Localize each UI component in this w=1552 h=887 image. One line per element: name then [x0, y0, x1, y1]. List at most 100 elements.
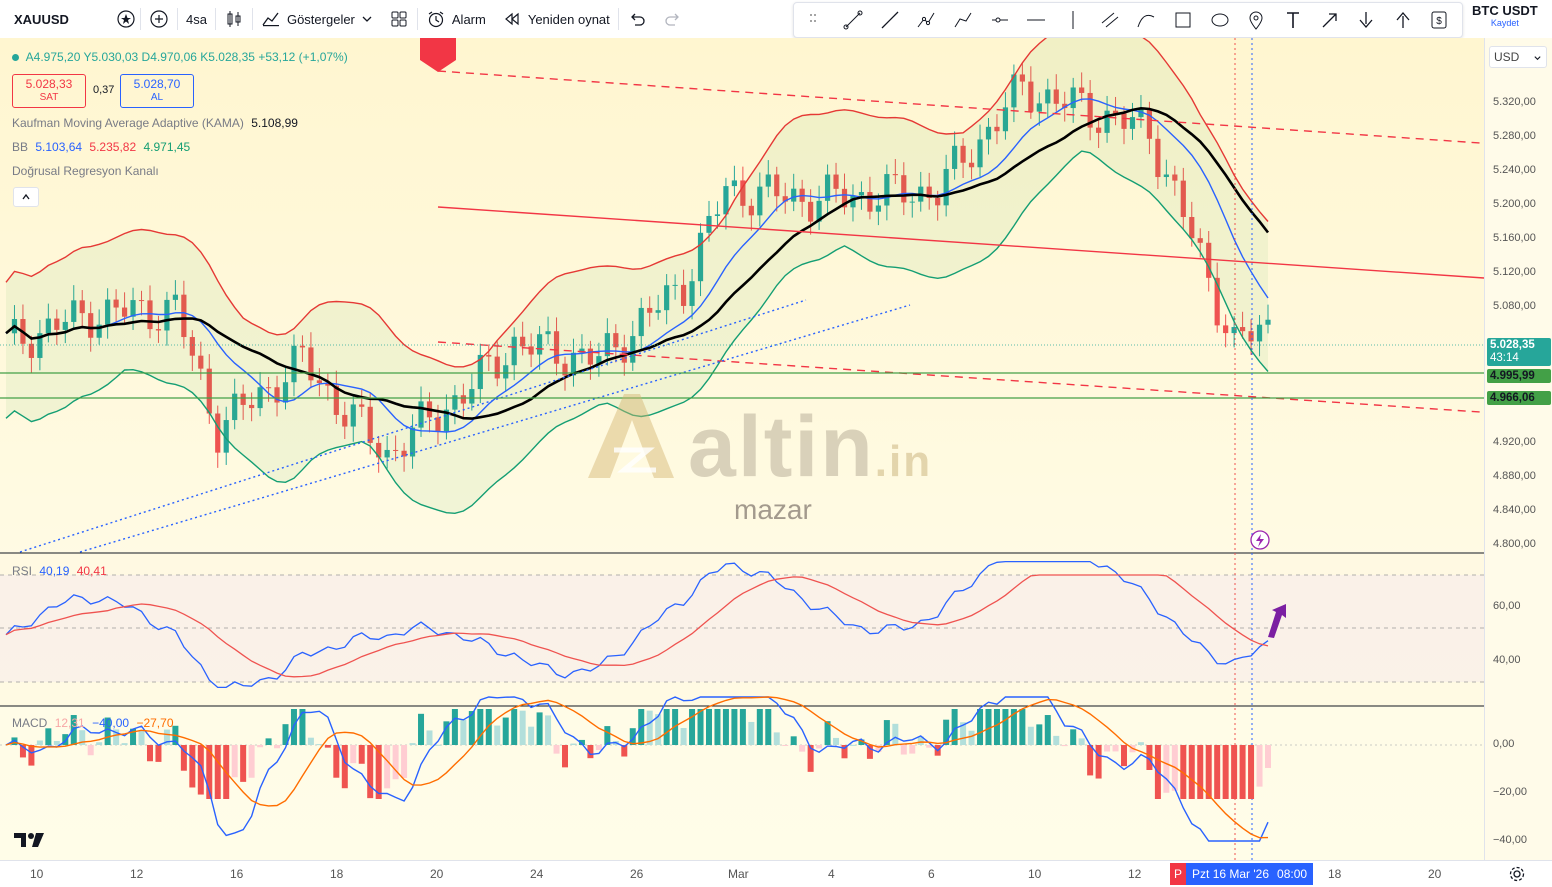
- add-symbol-button[interactable]: [112, 0, 140, 38]
- interval-button[interactable]: 4sa: [178, 0, 215, 38]
- buy-price: 5.028,70: [133, 77, 181, 91]
- candle-body: [359, 404, 365, 407]
- account-button[interactable]: BTC USDT Kaydet: [1472, 4, 1538, 30]
- horizontal-line-tool[interactable]: [1023, 7, 1049, 33]
- candle-body: [130, 300, 136, 317]
- macd-histogram-bar: [1002, 709, 1009, 745]
- price-chart[interactable]: [0, 38, 1484, 864]
- compare-button[interactable]: [141, 0, 177, 38]
- candle-body: [206, 368, 212, 414]
- candle-body: [1087, 92, 1093, 128]
- candle-body: [731, 180, 738, 187]
- candle-body: [1163, 174, 1169, 178]
- macd-histogram-bar: [849, 744, 856, 746]
- polyline-tool[interactable]: [950, 7, 976, 33]
- redo-button[interactable]: [655, 0, 691, 38]
- bb-lower-line: [5, 150, 1269, 515]
- redo-icon: [665, 13, 679, 26]
- trend-line-tool[interactable]: [840, 7, 866, 33]
- candle-body: [553, 331, 560, 364]
- rsi-legend[interactable]: RSI 40,19 40,41: [12, 564, 107, 578]
- time-axis[interactable]: P Pzt 16 Mar '26 08:00 10 12 16 18 20 24 26 Mar…: [0, 833, 1552, 887]
- candle-body: [409, 427, 416, 457]
- macd-histogram-bar: [722, 709, 729, 745]
- ellipse-tool[interactable]: [1207, 7, 1233, 33]
- vertical-line-tool[interactable]: [1060, 7, 1086, 33]
- currency-select[interactable]: USD: [1489, 46, 1547, 68]
- macd-histogram-bar: [977, 709, 984, 745]
- cursor-tool[interactable]: [803, 7, 829, 33]
- macd-histogram-bar: [79, 730, 86, 745]
- path-tool[interactable]: [913, 7, 939, 33]
- undo-icon: [630, 13, 645, 26]
- candle-body: [460, 395, 466, 404]
- rsi-tick: 60,00: [1493, 600, 1521, 612]
- collapse-legend-button[interactable]: [13, 187, 39, 207]
- macd-histogram-bar: [587, 745, 594, 759]
- lightning-bolt-icon: [1256, 534, 1264, 547]
- macd-legend[interactable]: MACD 12,31 −40,00 −27,70: [12, 716, 174, 730]
- macd-histogram-bar: [1248, 745, 1255, 799]
- symbol-search[interactable]: XAUUSD: [0, 0, 112, 38]
- price-axis[interactable]: USD 5.028,35 43:14 4.995,99 4.966,06 5.3…: [1484, 38, 1552, 864]
- macd-histogram-bar: [968, 730, 975, 745]
- price-tick: 5.320,00: [1493, 96, 1536, 108]
- candle-body: [909, 201, 915, 203]
- candle-body: [740, 180, 746, 206]
- macd-histogram-bar: [1019, 709, 1026, 745]
- candle-body: [968, 162, 975, 168]
- layouts-button[interactable]: [381, 0, 417, 38]
- macd-histogram-bar: [477, 709, 484, 745]
- candle-body: [1248, 331, 1254, 342]
- macd-histogram-bar: [807, 745, 814, 772]
- macd-histogram-bar: [45, 728, 52, 745]
- rectangle-tool[interactable]: [1170, 7, 1196, 33]
- macd-histogram-bar: [1163, 745, 1170, 793]
- watermark-author: mazar: [734, 494, 812, 525]
- bb-legend[interactable]: BB 5.103,64 5.235,82 4.971,45: [12, 140, 190, 154]
- candle-body: [935, 197, 941, 206]
- kama-legend[interactable]: Kaufman Moving Average Adaptive (KAMA) 5…: [12, 116, 298, 130]
- buy-button[interactable]: 5.028,70 AL: [120, 74, 194, 108]
- currency-value: USD: [1494, 50, 1520, 64]
- chart-pane[interactable]: [0, 38, 1484, 864]
- candle-body: [308, 347, 314, 381]
- arrow-up-tool[interactable]: [1390, 7, 1416, 33]
- curve-tool[interactable]: [1133, 7, 1159, 33]
- alarm-button[interactable]: Alarm: [418, 0, 494, 38]
- chart-type-button[interactable]: [216, 0, 252, 38]
- pin-tool[interactable]: [1243, 7, 1269, 33]
- indicators-button[interactable]: Göstergeler: [253, 0, 381, 38]
- macd-histogram-bar: [62, 734, 69, 745]
- text-tool[interactable]: [1280, 7, 1306, 33]
- save-label[interactable]: Kaydet: [1490, 18, 1519, 28]
- candle-body: [240, 393, 246, 405]
- candle-body: [316, 380, 322, 384]
- candle-body: [223, 420, 229, 453]
- candle-body: [435, 417, 441, 432]
- candle-body: [54, 318, 60, 330]
- macd-histogram-bar: [418, 713, 425, 745]
- horizontal-ray-tool[interactable]: [987, 7, 1013, 33]
- macd-histogram-bar: [570, 743, 577, 745]
- macd-histogram-bar: [705, 709, 712, 745]
- candle-body: [486, 354, 492, 357]
- kama-value: 5.108,99: [251, 116, 298, 130]
- arrow-down-tool[interactable]: [1353, 7, 1379, 33]
- regression-legend[interactable]: Doğrusal Regresyon Kanalı: [12, 164, 159, 178]
- candle-body: [604, 333, 610, 357]
- undo-button[interactable]: [619, 0, 655, 38]
- sell-button[interactable]: 5.028,33 SAT: [12, 74, 86, 108]
- price-note-tool[interactable]: $: [1426, 7, 1452, 33]
- macd-histogram-bar: [1231, 745, 1238, 799]
- replay-button[interactable]: Yeniden oynat: [494, 0, 618, 38]
- channel-tool[interactable]: [1097, 7, 1123, 33]
- rsi-ma-line: [5, 574, 1269, 678]
- settings-button[interactable]: [1508, 865, 1526, 886]
- arrow-tool[interactable]: [1317, 7, 1343, 33]
- candle-body: [198, 355, 204, 369]
- regression-upper-line: [437, 70, 1481, 144]
- candle-body: [181, 294, 187, 338]
- line-tool[interactable]: [877, 7, 903, 33]
- candle-body: [232, 393, 238, 421]
